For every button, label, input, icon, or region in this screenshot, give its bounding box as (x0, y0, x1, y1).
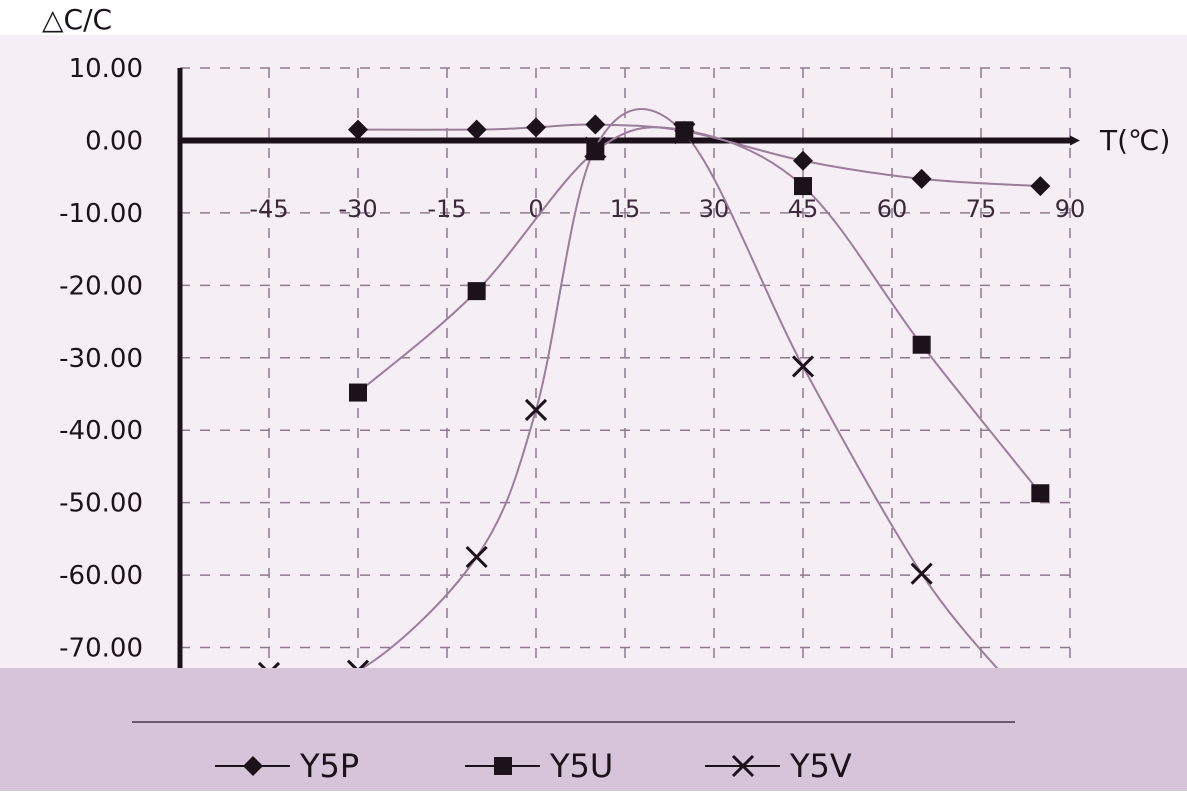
x-tick-label: -15 (427, 195, 466, 223)
y-tick-label: -30.00 (59, 344, 143, 374)
x-tick-label: -45 (249, 195, 288, 223)
x-tick-label: -30 (338, 195, 377, 223)
y-tick-label: -20.00 (59, 271, 143, 301)
legend-marker-y5p (243, 756, 263, 776)
y-axis-label: △C/C (42, 3, 112, 36)
legend: Y5P Y5U Y5V (215, 747, 852, 785)
x-tick-label: 90 (1055, 195, 1086, 223)
legend-label-y5p: Y5P (299, 747, 359, 785)
data-point-y5u (586, 142, 605, 161)
data-point-y5p (1030, 176, 1051, 197)
data-point-y5v (673, 122, 696, 145)
x-tick-label: 0 (528, 195, 543, 223)
axes (177, 68, 1080, 720)
x-tick-label: 45 (788, 195, 819, 223)
x-axis-label: T(℃) (1099, 124, 1170, 157)
y-tick-label: -10.00 (59, 199, 143, 229)
y-tick-label: -40.00 (59, 416, 143, 446)
data-point-y5u (794, 177, 812, 196)
y-tick-label: -60.00 (59, 561, 143, 591)
data-point-y5p (348, 119, 368, 140)
x-tick-label: 60 (877, 195, 908, 223)
data-point-y5v (584, 136, 607, 159)
data-point-y5p (793, 150, 813, 171)
data-point-y5p (585, 114, 606, 135)
data-point-y5p (466, 119, 487, 140)
data-point-y5v (791, 355, 815, 378)
data-point-y5u (467, 282, 486, 301)
data-point-y5v (524, 398, 548, 421)
y-tick-label: -50.00 (59, 489, 143, 519)
data-point-y5u (349, 383, 367, 402)
plot-band (0, 35, 1187, 791)
y-tick-label: -70.00 (59, 634, 143, 664)
legend-label-y5u: Y5U (549, 747, 613, 785)
x-tick-label: 75 (966, 195, 997, 223)
x-tick-label: 15 (610, 195, 641, 223)
data-point-y5u (1031, 484, 1050, 503)
legend-marker-y5v (731, 754, 755, 778)
data-point-y5u (912, 335, 931, 354)
data-point-y5u (675, 121, 694, 140)
data-point-y5p (526, 117, 546, 138)
data-point-y5v (910, 562, 933, 585)
y-tick-label: 10.00 (69, 54, 143, 84)
series-line-y5v (268, 108, 1012, 685)
legend-panel (0, 668, 1187, 791)
legend-marker-y5u (494, 757, 512, 775)
x-axis-arrow (1070, 135, 1080, 146)
legend-label-y5v: Y5V (789, 747, 852, 785)
data-point-y5p (911, 168, 932, 189)
y-tick-label: 0.00 (85, 126, 143, 156)
data-point-y5v (465, 545, 488, 569)
tick-labels: 10.00 0.00 -10.00 -20.00 -30.00 -40.00 -50.00 -… (59, 54, 1085, 736)
